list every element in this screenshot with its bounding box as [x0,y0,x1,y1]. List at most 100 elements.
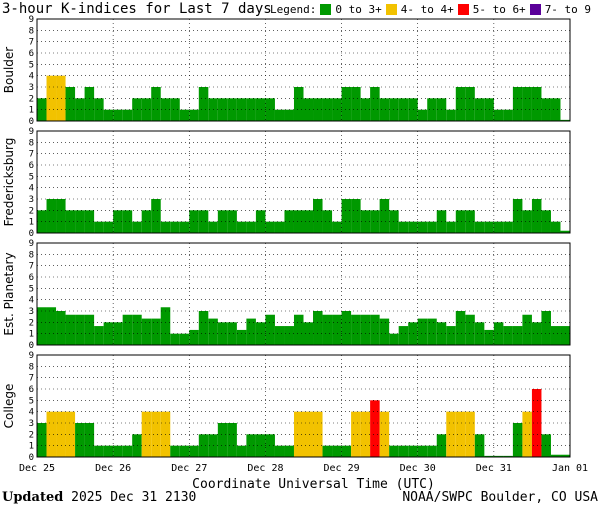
k-index-bar [141,210,152,233]
chart-title: 3-hour K-indices for Last 7 days [2,1,272,17]
k-index-bar [46,411,57,457]
k-index-bar [503,109,513,121]
k-index-bar [446,326,456,345]
k-index-bar [370,314,380,345]
k-index-bar [56,75,66,121]
k-index-bar [370,210,380,233]
k-index-bar [293,314,304,345]
k-index-bar [227,210,237,233]
panel-label: College [2,384,16,429]
x-tick-label: Dec 28 [247,463,283,474]
k-index-bar [122,210,133,233]
y-tick-label: 2 [29,318,34,328]
credit-text: NOAA/SWPC Boulder, CO USA [402,490,598,505]
k-index-bar [512,87,523,121]
y-tick-label: 6 [29,273,34,283]
k-index-bar [389,445,399,457]
k-index-bar [379,98,390,121]
y-tick-label: 9 [29,127,34,137]
k-index-bar [465,87,475,121]
k-index-bar [484,329,494,345]
k-index-bar [427,98,437,121]
k-index-bar [341,199,352,233]
k-index-bar [122,109,133,121]
updated-timestamp: Updated 2025 Dec 31 2130 [2,490,196,505]
k-index-bar [398,221,409,233]
k-index-bar [160,221,171,233]
k-index-bar [122,445,133,457]
k-index-bar [313,199,323,233]
y-tick-label: 1 [29,218,34,228]
k-index-bar [522,87,532,121]
y-tick-label: 9 [29,351,34,361]
y-tick-label: 7 [29,262,34,272]
k-index-bar [322,210,333,233]
x-tick-label: Dec 30 [400,463,436,474]
k-index-bar [541,210,551,233]
k-index-bar [46,199,57,233]
y-tick-label: 0 [29,453,34,463]
y-tick-label: 6 [29,385,34,395]
k-index-bar [341,87,352,121]
k-index-bar [198,210,209,233]
k-index-bar [151,199,161,233]
k-index-bar [141,411,152,457]
panel-frame [36,354,571,458]
k-index-bar [217,423,228,457]
k-index-bar [427,445,437,457]
k-index-bar [113,109,123,121]
x-tick-label: Dec 27 [171,463,207,474]
k-index-bar [274,109,285,121]
k-index-bar [103,322,114,345]
x-tick-label: Dec 25 [19,463,55,474]
k-index-bar [293,411,304,457]
k-index-bar [46,75,57,121]
k-index-bar [179,221,190,233]
legend: Legend: 0 to 3+ 4- to 4+ 5- to 6+ 7- to … [270,3,591,16]
k-index-bar [236,445,247,457]
k-index-bar [94,445,104,457]
y-tick-label: 9 [29,239,34,249]
y-tick-label: 4 [29,296,34,306]
k-index-bar [75,423,85,457]
k-index-bar [560,119,570,121]
k-index-bar [474,322,485,345]
k-index-bar [465,411,475,457]
k-index-bar [408,98,418,121]
k-index-bar [455,87,466,121]
k-index-bar [132,434,142,457]
x-tick-label: Jan 01 [552,463,588,474]
legend-swatch-green [320,4,332,15]
k-index-bar [303,210,314,233]
k-index-bar [531,199,542,233]
k-index-bar [151,411,161,457]
k-index-bar [198,87,209,121]
k-index-bar [455,311,466,345]
k-index-bar [541,311,551,345]
y-tick-label: 8 [29,138,34,148]
k-index-bar [360,314,371,345]
updated-label: Updated [2,490,64,505]
k-index-bar [141,98,152,121]
y-tick-label: 3 [29,419,34,429]
k-index-bar [379,411,390,457]
k-index-bar [65,411,76,457]
legend-label: Legend: [270,3,317,16]
k-index-bar [255,434,266,457]
y-tick-label: 2 [29,430,34,440]
k-index-bar [37,307,47,345]
k-index-bar [217,322,228,345]
legend-swatch-red [457,4,469,15]
panel-frame [36,130,571,234]
k-index-bar [94,326,104,345]
k-index-bar [370,87,380,121]
k-index-bar [379,318,390,345]
k-index-bar [179,109,190,121]
k-index-bar [474,98,485,121]
k-index-bar [303,322,314,345]
k-index-bar [522,411,532,457]
y-tick-label: 5 [29,284,34,294]
k-index-bar [84,314,95,345]
k-index-bar [379,199,390,233]
k-index-bar [293,210,304,233]
